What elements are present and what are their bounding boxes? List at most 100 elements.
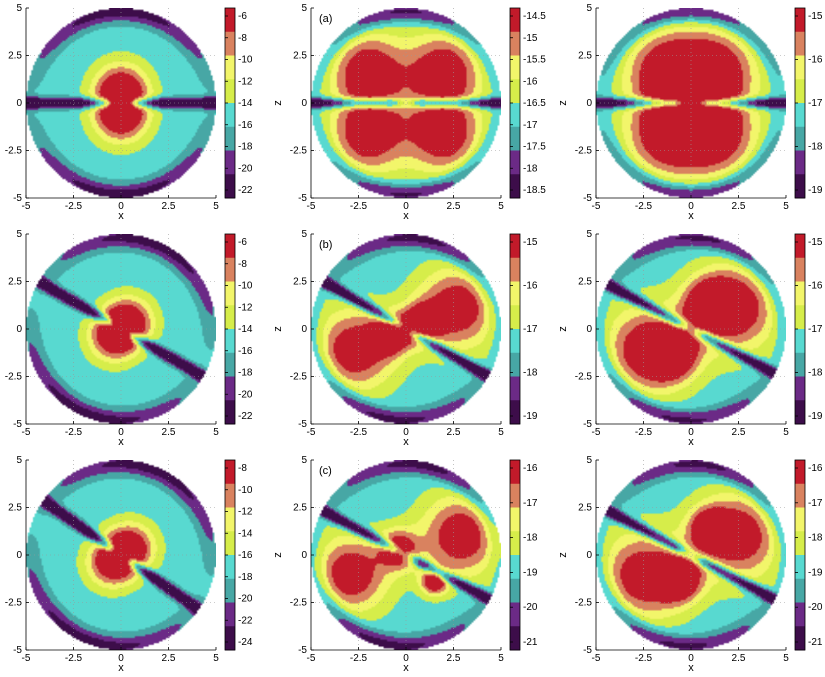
colorbar-swatch — [510, 126, 520, 151]
colorbar-swatch — [225, 555, 235, 580]
x-tick-label: 5 — [213, 427, 219, 438]
panel-8: -5-5 -2.5 -2.5 0 0 2.5 2.5 5 5 x z (c) -16 -17 -18 -19 -… — [272, 455, 538, 674]
z-tick-label: -2.5 — [575, 598, 593, 609]
colorbar-tick-label: -16.5 — [523, 98, 546, 109]
x-tick-label: -5 — [592, 653, 601, 664]
colorbar-tick-label: -16 — [523, 281, 538, 292]
colorbar-tick-label: -20 — [808, 602, 823, 613]
panel-9: -5-5 -2.5 -2.5 0 0 2.5 2.5 5 5 x z -16 -17 -18 -19 -20 -… — [557, 455, 823, 674]
z-tick-label: 0 — [301, 98, 307, 109]
x-tick-label: 0 — [403, 201, 409, 212]
z-tick-label: 2.5 — [293, 503, 307, 514]
x-tick-label: 0 — [403, 653, 409, 664]
colorbar-tick-label: -6 — [238, 237, 247, 248]
colorbar-tick-label: -16 — [238, 346, 253, 357]
colorbar-tick-label: -24 — [238, 637, 253, 648]
z-tick-label: -5 — [298, 419, 307, 430]
colorbar-tick-label: -15 — [808, 11, 823, 22]
colorbar-swatch — [225, 329, 235, 354]
colorbar-tick-label: -8 — [238, 259, 247, 270]
colorbar-tick-label: -14 — [238, 98, 253, 109]
z-tick-label: 2.5 — [8, 277, 22, 288]
x-tick-label: -5 — [307, 653, 316, 664]
colorbar-swatch — [225, 376, 235, 401]
colorbar-swatch — [510, 578, 520, 603]
colorbar-tick-label: -15 — [523, 33, 538, 44]
colorbar-swatch — [225, 257, 235, 282]
colorbar-tick-label: -18 — [808, 533, 823, 544]
z-tick-label: -2.5 — [5, 372, 23, 383]
colorbar-tick-label: -19 — [808, 567, 823, 578]
x-tick-label: -2.5 — [65, 653, 83, 664]
z-tick-label: 5 — [586, 455, 592, 466]
x-tick-label: 0 — [118, 653, 124, 664]
colorbar-tick-label: -18 — [238, 572, 253, 583]
x-tick-label: -2.5 — [65, 427, 83, 438]
x-tick-label: 0 — [118, 427, 124, 438]
colorbar-swatch — [510, 376, 520, 401]
x-tick-label: 0 — [688, 427, 694, 438]
z-tick-label: 2.5 — [578, 277, 592, 288]
colorbar-tick-label: -16 — [238, 550, 253, 561]
colorbar-swatch — [795, 150, 805, 175]
panel-label: (a) — [319, 13, 332, 25]
colorbar-tick-label: -18 — [523, 163, 538, 174]
colorbar-swatch — [795, 8, 805, 33]
x-axis-label: x — [688, 662, 694, 674]
panel-label: (c) — [319, 465, 332, 477]
z-tick-label: 0 — [16, 550, 22, 561]
colorbar-swatch — [510, 31, 520, 56]
colorbar-swatch — [795, 602, 805, 627]
z-tick-label: -2.5 — [290, 598, 308, 609]
z-tick-label: 0 — [586, 324, 592, 335]
colorbar-swatch — [510, 626, 520, 651]
colorbar-swatch — [795, 126, 805, 151]
colorbar-swatch — [510, 507, 520, 532]
x-tick-label: 5 — [213, 653, 219, 664]
colorbar-tick-label: -16 — [808, 281, 823, 292]
colorbar-tick-label: -17 — [523, 498, 538, 509]
colorbar-swatch — [225, 31, 235, 56]
colorbar-tick-label: -14 — [238, 324, 253, 335]
contour-field — [26, 460, 216, 650]
x-tick-label: -5 — [22, 653, 31, 664]
colorbar-swatch — [510, 234, 520, 259]
colorbar-swatch — [795, 483, 805, 508]
colorbar-swatch — [795, 31, 805, 56]
z-tick-label: -5 — [13, 645, 22, 656]
z-tick-label: -5 — [583, 419, 592, 430]
contour-field — [311, 8, 501, 198]
colorbar-tick-label: -22 — [238, 615, 253, 626]
colorbar-tick-label: -18 — [238, 368, 253, 379]
colorbar-swatch — [510, 352, 520, 377]
colorbar-swatch — [510, 55, 520, 80]
colorbar-tick-label: -17.5 — [523, 142, 546, 153]
colorbar-swatch — [225, 55, 235, 80]
colorbar-swatch — [225, 79, 235, 104]
colorbar-swatch — [795, 507, 805, 532]
colorbar-swatch — [225, 174, 235, 199]
z-tick-label: 0 — [301, 324, 307, 335]
colorbar-tick-label: -17 — [808, 498, 823, 509]
z-tick-label: 5 — [301, 229, 307, 240]
panel-7: -5-5 -2.5 -2.5 0 0 2.5 2.5 5 5 x -8 -10 -12 -14 -16 -18… — [5, 455, 253, 674]
colorbar-swatch — [795, 79, 805, 104]
z-tick-label: -5 — [583, 193, 592, 204]
colorbar-swatch — [795, 555, 805, 580]
colorbar-swatch — [795, 352, 805, 377]
panel-4: -5-5 -2.5 -2.5 0 0 2.5 2.5 5 5 x -6 -8 -10 -12 -14 -16 -… — [5, 229, 253, 448]
x-tick-label: 0 — [403, 427, 409, 438]
colorbar-swatch — [510, 174, 520, 199]
colorbar-tick-label: -20 — [523, 602, 538, 613]
x-axis-label: x — [118, 210, 124, 222]
x-axis-label: x — [688, 210, 694, 222]
x-tick-label: 2.5 — [447, 653, 461, 664]
colorbar-tick-label: -18.5 — [523, 185, 546, 196]
colorbar-swatch — [795, 578, 805, 603]
x-axis-label: x — [403, 662, 409, 674]
z-tick-label: -5 — [298, 193, 307, 204]
colorbar-swatch — [225, 578, 235, 603]
colorbar-swatch — [510, 305, 520, 330]
x-tick-label: 5 — [498, 201, 504, 212]
colorbar-tick-label: -8 — [238, 463, 247, 474]
